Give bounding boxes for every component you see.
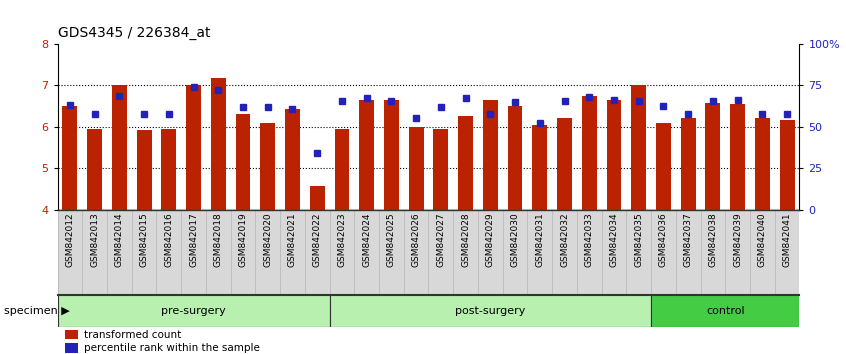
Bar xyxy=(235,114,250,210)
Text: GSM842024: GSM842024 xyxy=(362,212,371,267)
Text: GSM842013: GSM842013 xyxy=(91,212,99,267)
Text: GSM842030: GSM842030 xyxy=(510,212,519,267)
Text: GSM842034: GSM842034 xyxy=(609,212,618,267)
Text: GSM842031: GSM842031 xyxy=(536,212,544,267)
Bar xyxy=(186,85,201,210)
Bar xyxy=(681,118,695,210)
Text: percentile rank within the sample: percentile rank within the sample xyxy=(85,343,260,353)
Bar xyxy=(508,106,523,210)
Bar xyxy=(730,104,745,210)
Text: post-surgery: post-surgery xyxy=(455,306,525,316)
Text: GSM842016: GSM842016 xyxy=(164,212,173,267)
Bar xyxy=(162,129,176,210)
Bar xyxy=(384,100,398,210)
Bar xyxy=(63,106,77,210)
Text: GSM842038: GSM842038 xyxy=(708,212,717,267)
Text: GSM842029: GSM842029 xyxy=(486,212,495,267)
Text: GSM842035: GSM842035 xyxy=(634,212,643,267)
Text: GSM842026: GSM842026 xyxy=(412,212,420,267)
Text: GSM842014: GSM842014 xyxy=(115,212,124,267)
Bar xyxy=(137,130,151,210)
Bar xyxy=(65,330,79,339)
Text: GSM842023: GSM842023 xyxy=(338,212,347,267)
Text: specimen ▶: specimen ▶ xyxy=(4,306,70,316)
Bar xyxy=(755,118,770,210)
Bar xyxy=(459,116,473,210)
Text: GSM842019: GSM842019 xyxy=(239,212,248,267)
Text: GSM842037: GSM842037 xyxy=(684,212,693,267)
Bar xyxy=(532,125,547,210)
Bar xyxy=(65,343,79,353)
Text: GSM842025: GSM842025 xyxy=(387,212,396,267)
Text: GSM842040: GSM842040 xyxy=(758,212,766,267)
Text: GDS4345 / 226384_at: GDS4345 / 226384_at xyxy=(58,26,210,40)
Text: GSM842018: GSM842018 xyxy=(214,212,222,267)
Text: GSM842039: GSM842039 xyxy=(733,212,742,267)
Text: GSM842021: GSM842021 xyxy=(288,212,297,267)
Text: GSM842041: GSM842041 xyxy=(783,212,792,267)
Bar xyxy=(112,85,127,210)
Bar xyxy=(607,100,622,210)
Bar xyxy=(558,118,572,210)
Text: transformed count: transformed count xyxy=(85,330,182,340)
Bar xyxy=(483,100,497,210)
Bar xyxy=(582,96,596,210)
Text: GSM842017: GSM842017 xyxy=(189,212,198,267)
Text: GSM842012: GSM842012 xyxy=(65,212,74,267)
Bar xyxy=(780,120,794,210)
Bar xyxy=(706,103,720,210)
Text: GSM842032: GSM842032 xyxy=(560,212,569,267)
Bar xyxy=(58,295,330,327)
Bar xyxy=(360,100,374,210)
Text: GSM842020: GSM842020 xyxy=(263,212,272,267)
Text: GSM842028: GSM842028 xyxy=(461,212,470,267)
Bar xyxy=(330,295,651,327)
Bar xyxy=(87,129,102,210)
Bar xyxy=(433,129,448,210)
Text: GSM842015: GSM842015 xyxy=(140,212,149,267)
Bar xyxy=(631,85,646,210)
Bar xyxy=(656,122,671,210)
Bar xyxy=(334,129,349,210)
Bar xyxy=(409,127,424,210)
Bar xyxy=(285,109,299,210)
Bar xyxy=(261,122,275,210)
Text: GSM842027: GSM842027 xyxy=(437,212,445,267)
Bar xyxy=(651,295,799,327)
Text: GSM842022: GSM842022 xyxy=(313,212,321,267)
Text: GSM842033: GSM842033 xyxy=(585,212,594,267)
Text: pre-surgery: pre-surgery xyxy=(162,306,226,316)
Text: control: control xyxy=(706,306,744,316)
Bar xyxy=(310,186,325,210)
Text: GSM842036: GSM842036 xyxy=(659,212,668,267)
Bar xyxy=(211,78,226,210)
